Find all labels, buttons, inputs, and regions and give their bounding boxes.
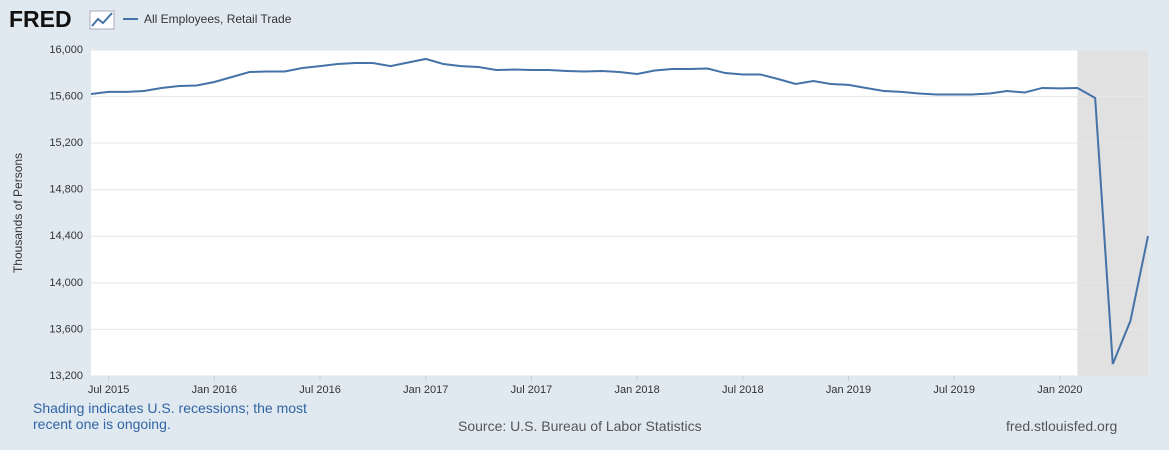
site-link: fred.stlouisfed.org (1006, 418, 1118, 434)
recession-note: Shading indicates U.S. recessions; the m… (33, 400, 307, 432)
x-tick-label: Jan 2016 (192, 384, 237, 396)
y-tick-label: 14,800 (49, 184, 83, 196)
plot-area (91, 50, 1148, 376)
x-tick-label: Jul 2018 (722, 384, 764, 396)
y-tick-label: 14,400 (49, 230, 83, 242)
y-tick-label: 16,000 (49, 44, 83, 56)
y-tick-label: 14,000 (49, 277, 83, 289)
x-tick-label: Jan 2019 (826, 384, 871, 396)
x-tick-label: Jan 2017 (403, 384, 448, 396)
y-tick-label: 13,200 (49, 370, 83, 382)
x-tick-label: Jan 2020 (1037, 384, 1082, 396)
y-tick-label: 15,200 (49, 137, 83, 149)
y-tick-label: 15,600 (49, 90, 83, 102)
series-line (90, 57, 1149, 365)
source: Source: U.S. Bureau of Labor Statistics (458, 418, 702, 434)
logo-icon (89, 10, 115, 30)
x-tick-label: Jul 2016 (299, 384, 341, 396)
x-tick-label: Jul 2015 (88, 384, 130, 396)
x-tick-label: Jan 2018 (614, 384, 659, 396)
y-tick-label: 13,600 (49, 323, 83, 335)
x-tick-label: Jul 2019 (933, 384, 975, 396)
legend-label: All Employees, Retail Trade (144, 12, 292, 26)
y-axis-label: Thousands of Persons (11, 153, 25, 273)
x-tick-label: Jul 2017 (511, 384, 553, 396)
recession-shade (1077, 50, 1148, 376)
logo: FRED (9, 6, 72, 32)
